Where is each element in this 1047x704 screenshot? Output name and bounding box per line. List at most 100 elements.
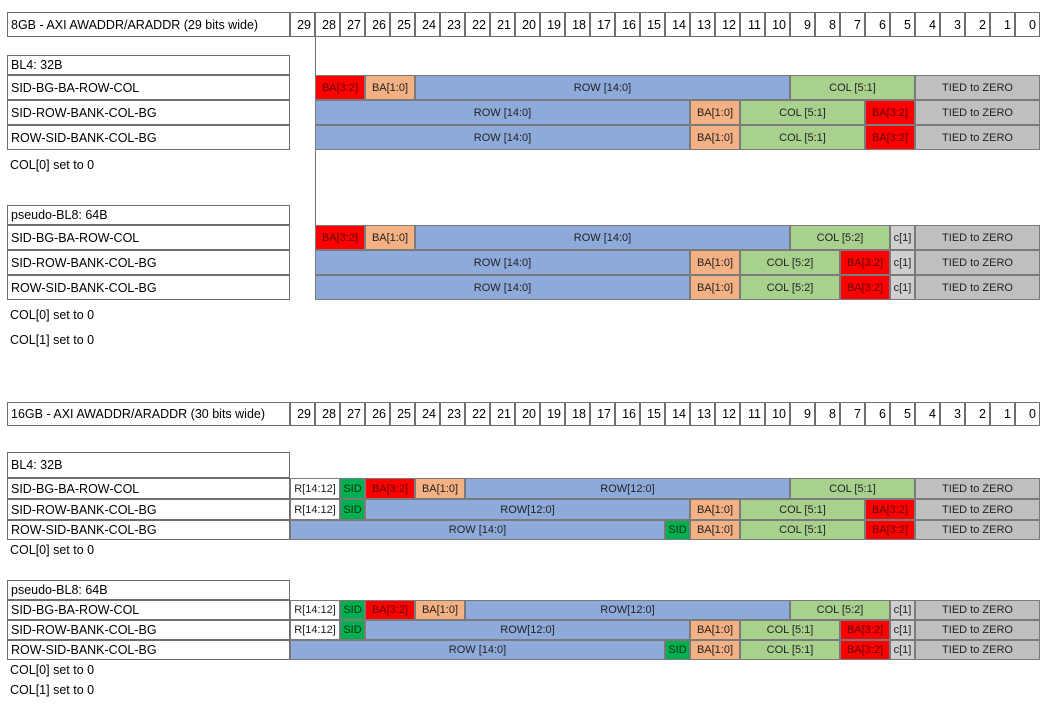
bit-number: 0 [1015,12,1040,37]
bit-field: BA[1:0] [690,620,740,640]
bit-field: BA[3:2] [315,225,365,250]
bit-field: SID [665,640,690,660]
bit-number: 1 [990,402,1015,426]
bit-field: TIED to ZERO [915,125,1040,150]
bit-field: SID [665,520,690,540]
bit-field: BA[3:2] [840,250,890,275]
bit-number: 1 [990,12,1015,37]
row-label: SID-ROW-BANK-COL-BG [7,250,290,275]
bit-field: BA[1:0] [690,125,740,150]
bit-field: TIED to ZERO [915,100,1040,125]
row-label: ROW-SID-BANK-COL-BG [7,275,290,300]
bit-number: 20 [515,12,540,37]
bit-field: COL [5:1] [790,75,915,100]
bit-field: BA[3:2] [865,125,915,150]
bit-number: 7 [840,402,865,426]
bit-field: R[14:12] [290,499,340,520]
bit-number: 23 [440,402,465,426]
bit-field: ROW [14:0] [415,225,790,250]
bit-number: 18 [565,12,590,37]
row-label: SID-BG-BA-ROW-COL [7,600,290,620]
bit-number: 27 [340,12,365,37]
row-label: SID-BG-BA-ROW-COL [7,478,290,499]
bit-number: 28 [315,12,340,37]
bit-number: 6 [865,402,890,426]
bit-number: 26 [365,402,390,426]
bit-field: ROW [14:0] [315,275,690,300]
bit-field: TIED to ZERO [915,600,1040,620]
bit-field: TIED to ZERO [915,499,1040,520]
bit-field: COL [5:1] [740,499,865,520]
bit-field: ROW [14:0] [315,250,690,275]
bit-number: 2 [965,12,990,37]
bit-number: 2 [965,402,990,426]
group-title: pseudo-BL8: 64B [7,580,290,600]
bit-number: 7 [840,12,865,37]
bit-number: 8 [815,12,840,37]
group-title: BL4: 32B [7,55,290,75]
bit-number: 4 [915,402,940,426]
row-label: SID-BG-BA-ROW-COL [7,75,290,100]
bit-field: COL [5:1] [740,100,865,125]
bit-field: BA[3:2] [865,499,915,520]
bit-number: 8 [815,402,840,426]
bit-field: R[14:12] [290,478,340,499]
bit-field: TIED to ZERO [915,250,1040,275]
bit-field: BA[1:0] [690,100,740,125]
bit-field: COL [5:2] [740,275,840,300]
bit-field: c[1] [890,640,915,660]
note: COL[0] set to 0 [10,663,95,677]
bit-number: 10 [765,402,790,426]
bit-number: 12 [715,12,740,37]
bit-field: ROW[12:0] [365,499,690,520]
bit-field: BA[1:0] [690,275,740,300]
bit-field: TIED to ZERO [915,225,1040,250]
bit-number: 14 [665,402,690,426]
bit-number: 5 [890,402,915,426]
bit-field: SID [340,620,365,640]
bit-field: BA[1:0] [365,75,415,100]
bit-field: ROW [14:0] [290,520,665,540]
note: COL[0] set to 0 [10,158,95,172]
bit-number: 19 [540,402,565,426]
bit-number: 24 [415,402,440,426]
bit-field: COL [5:2] [790,225,890,250]
bit-field: R[14:12] [290,620,340,640]
bit-field: c[1] [890,275,915,300]
bit-field: TIED to ZERO [915,520,1040,540]
bit-field: COL [5:1] [740,125,865,150]
bit-number: 0 [1015,402,1040,426]
bit-field: BA[1:0] [690,640,740,660]
bit-field: R[14:12] [290,600,340,620]
bit-field: BA[3:2] [840,640,890,660]
note: COL[0] set to 0 [10,543,95,557]
row-label: ROW-SID-BANK-COL-BG [7,520,290,540]
bit-field: BA[3:2] [840,620,890,640]
bit-number: 29 [290,402,315,426]
bit-field: c[1] [890,600,915,620]
bit-field: BA[3:2] [865,520,915,540]
bit-field: BA[3:2] [365,478,415,499]
bit-field: BA[1:0] [690,250,740,275]
note: COL[1] set to 0 [10,333,95,347]
bit-number: 10 [765,12,790,37]
bit-field: BA[3:2] [315,75,365,100]
bit-number: 27 [340,402,365,426]
bit-number: 13 [690,12,715,37]
bit-field: BA[3:2] [865,100,915,125]
row-label: SID-ROW-BANK-COL-BG [7,100,290,125]
bit-field: c[1] [890,620,915,640]
bit-field: TIED to ZERO [915,75,1040,100]
bit-field: c[1] [890,250,915,275]
bit-field: ROW [14:0] [290,640,665,660]
section-header: 16GB - AXI AWADDR/ARADDR (30 bits wide) [7,402,290,426]
bit-field: TIED to ZERO [915,478,1040,499]
bit-field: COL [5:1] [740,520,865,540]
bit-number: 5 [890,12,915,37]
bit-number: 29 [290,12,315,37]
bit-number: 9 [790,12,815,37]
bit-field: c[1] [890,225,915,250]
bit-field: TIED to ZERO [915,275,1040,300]
bit-field: BA[1:0] [690,499,740,520]
